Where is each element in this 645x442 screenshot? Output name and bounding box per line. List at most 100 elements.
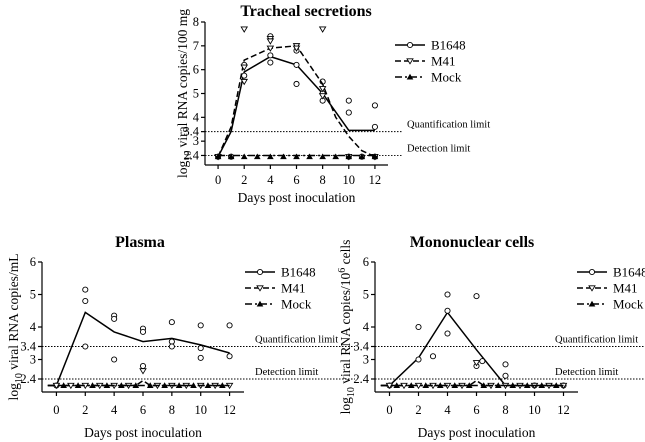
data-point-mock <box>280 153 287 160</box>
data-point-b1648 <box>293 61 300 68</box>
data-point-b1648 <box>82 286 89 293</box>
data-point-mock <box>332 153 340 160</box>
data-point-b1648 <box>371 123 378 130</box>
data-point-b1648 <box>82 343 89 350</box>
x-tick-label: 2 <box>415 403 421 417</box>
chart-title: Mononuclear cells <box>410 234 535 251</box>
legend-marker <box>256 300 264 307</box>
data-point-mock <box>538 382 546 388</box>
data-point-mock <box>407 382 415 388</box>
x-axis-label: Days post inoculation <box>84 425 202 440</box>
data-point-mock <box>393 382 401 388</box>
y-tick-label: 4 <box>193 110 200 124</box>
x-tick-label: 10 <box>194 403 207 417</box>
legend-label: M41 <box>431 54 456 69</box>
data-point-mock <box>89 382 96 388</box>
data-point-mock <box>190 382 197 388</box>
data-point-mock <box>494 382 502 388</box>
data-point-b1648 <box>415 356 422 363</box>
data-point-b1648 <box>479 358 486 365</box>
data-point-m41 <box>318 86 327 93</box>
y-tick-label: 6 <box>193 63 199 77</box>
chart-mononuclear: Mononuclear cells 2.4 33.4 4 5 6 0 2 4 6 8 10 12 Days… <box>337 234 645 440</box>
data-point-mock <box>175 382 183 388</box>
data-point-m41 <box>240 64 249 71</box>
data-point-mock <box>345 153 353 160</box>
data-point-b1648 <box>168 319 175 326</box>
chart-plasma: Plasma 2.4 33.4 4 5 6 0 2 4 6 8 10 12 Days post inocu… <box>6 234 355 440</box>
data-point-b1648 <box>241 72 248 79</box>
data-point-b1648 <box>502 361 509 368</box>
data-point-mock <box>523 382 531 388</box>
data-point-b1648 <box>197 322 204 329</box>
data-point-mock <box>480 382 488 388</box>
data-point-b1648 <box>429 353 437 360</box>
data-point-mock <box>227 153 235 160</box>
x-tick-label: 12 <box>369 173 382 187</box>
y-tick-label: 3 <box>363 353 369 367</box>
data-point-mock <box>74 382 82 388</box>
legend-marker <box>588 300 596 307</box>
x-tick-label: 8 <box>320 173 326 187</box>
data-point-b1648 <box>139 362 147 370</box>
quantification-limit-label: Quantification limit <box>255 335 338 346</box>
data-point-b1648 <box>111 315 118 322</box>
y-tick-label: 2.4 <box>183 148 199 162</box>
legend-label: B1648 <box>613 265 645 280</box>
x-tick-label: 12 <box>223 403 236 417</box>
data-point-m41 <box>318 93 327 100</box>
chart-title: Tracheal secretions <box>240 3 371 20</box>
y-tick-label: 5 <box>30 288 36 302</box>
y-tick-label: 3 <box>193 134 199 148</box>
data-point-mock <box>552 382 560 388</box>
legend-label: M41 <box>281 281 306 296</box>
x-tick-label: 2 <box>241 173 247 187</box>
data-point-b1648 <box>197 354 204 361</box>
data-point-b1648 <box>226 353 233 360</box>
data-point-b1648 <box>444 330 451 337</box>
y-tick-label: 8 <box>193 15 199 29</box>
data-point-mock <box>219 382 226 388</box>
series-line-b1648 <box>47 311 230 387</box>
chart-title: Plasma <box>115 234 165 251</box>
detection-limit-label: Detection limit <box>555 367 618 378</box>
data-point-mock <box>103 382 111 388</box>
x-tick-label: 10 <box>528 403 541 417</box>
legend-label: B1648 <box>281 265 316 280</box>
data-point-b1648 <box>345 109 352 116</box>
data-point-mock <box>214 153 222 160</box>
data-point-b1648 <box>444 307 451 314</box>
legend-marker <box>406 73 414 80</box>
data-point-mock <box>204 382 212 388</box>
x-tick-label: 2 <box>82 403 88 417</box>
y-tick-label: 2.4 <box>20 372 36 386</box>
y-tick-label: 4 <box>363 320 370 334</box>
y-axis-label: log10 viral RNA copies/mL <box>6 254 25 401</box>
y-tick-label: 4 <box>30 320 37 334</box>
data-point-b1648 <box>345 97 352 104</box>
data-point-mock <box>451 382 459 388</box>
y-axis-label: log10 viral RNA copies/100 mg <box>175 9 194 178</box>
legend-label: Mock <box>281 297 312 312</box>
data-point-mock <box>509 382 517 388</box>
x-axis-label: Days post inoculation <box>238 190 356 205</box>
y-tick-label: 3.4 <box>20 340 36 354</box>
data-point-mock <box>358 153 366 160</box>
data-point-mock <box>253 153 261 160</box>
x-tick-label: 4 <box>444 403 451 417</box>
data-point-b1648 <box>168 338 175 345</box>
x-tick-label: 6 <box>293 173 299 187</box>
data-point-mock <box>240 153 248 160</box>
legend-label: Mock <box>431 70 462 85</box>
legend-label: M41 <box>613 281 638 296</box>
x-tick-label: 4 <box>267 173 274 187</box>
legend-label: B1648 <box>431 38 466 53</box>
x-tick-label: 0 <box>53 403 59 417</box>
quantification-limit-label: Quantification limit <box>555 335 638 346</box>
detection-limit-label: Detection limit <box>255 367 318 378</box>
y-tick-label: 3.4 <box>353 340 369 354</box>
x-tick-label: 12 <box>557 403 570 417</box>
data-point-m41 <box>266 38 275 45</box>
data-point-b1648 <box>502 372 509 379</box>
